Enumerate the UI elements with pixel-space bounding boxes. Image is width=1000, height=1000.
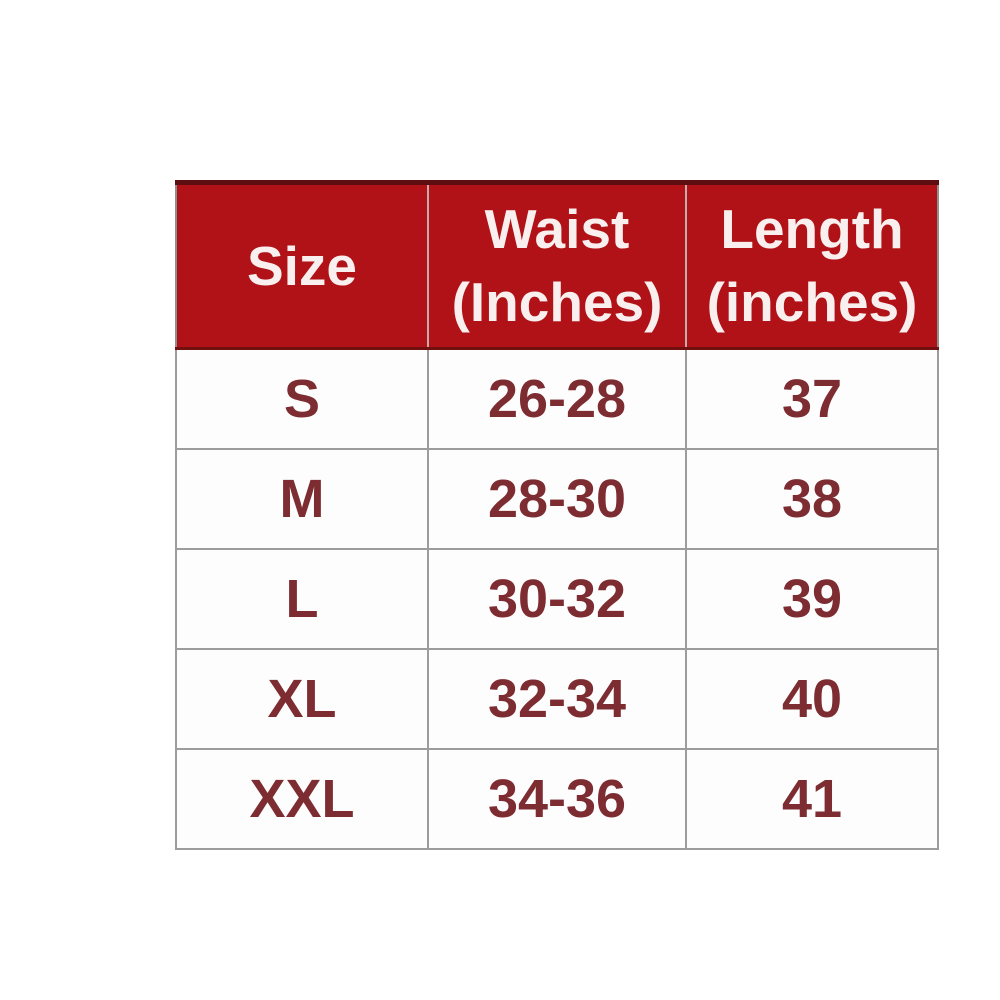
size-cell: XXL xyxy=(175,748,429,850)
table-header: Size Waist (Inches) Length (inches) xyxy=(175,180,939,350)
waist-cell: 34-36 xyxy=(427,748,687,850)
length-cell: 39 xyxy=(685,548,939,650)
col-header-length-line1: Length xyxy=(720,198,904,261)
header-row: Size Waist (Inches) Length (inches) xyxy=(175,180,939,350)
size-chart-table: Size Waist (Inches) Length (inches) S 26… xyxy=(175,180,939,850)
col-header-waist: Waist (Inches) xyxy=(427,180,687,350)
length-cell: 40 xyxy=(685,648,939,750)
waist-cell: 28-30 xyxy=(427,448,687,550)
waist-cell: 26-28 xyxy=(427,347,687,450)
table-row-xxl: XXL 34-36 41 xyxy=(175,748,939,850)
length-cell: 37 xyxy=(685,347,939,450)
length-cell: 38 xyxy=(685,448,939,550)
table-body: S 26-28 37 M 28-30 38 L 30-32 39 XL 32-3… xyxy=(175,347,939,850)
size-cell: M xyxy=(175,448,429,550)
col-header-length-line2: (inches) xyxy=(706,271,918,333)
waist-cell: 32-34 xyxy=(427,648,687,750)
table-row-m: M 28-30 38 xyxy=(175,448,939,550)
col-header-size-line1: Size xyxy=(246,234,358,297)
col-header-size: Size xyxy=(175,180,429,350)
table-row-l: L 30-32 39 xyxy=(175,548,939,650)
waist-cell: 30-32 xyxy=(427,548,687,650)
length-cell: 41 xyxy=(685,748,939,850)
table-row-xl: XL 32-34 40 xyxy=(175,648,939,750)
col-header-waist-line2: (Inches) xyxy=(451,271,663,333)
size-cell: S xyxy=(175,347,429,450)
table-row-s: S 26-28 37 xyxy=(175,347,939,450)
col-header-waist-line1: Waist xyxy=(484,198,630,261)
col-header-length: Length (inches) xyxy=(685,180,939,350)
size-cell: L xyxy=(175,548,429,650)
size-cell: XL xyxy=(175,648,429,750)
